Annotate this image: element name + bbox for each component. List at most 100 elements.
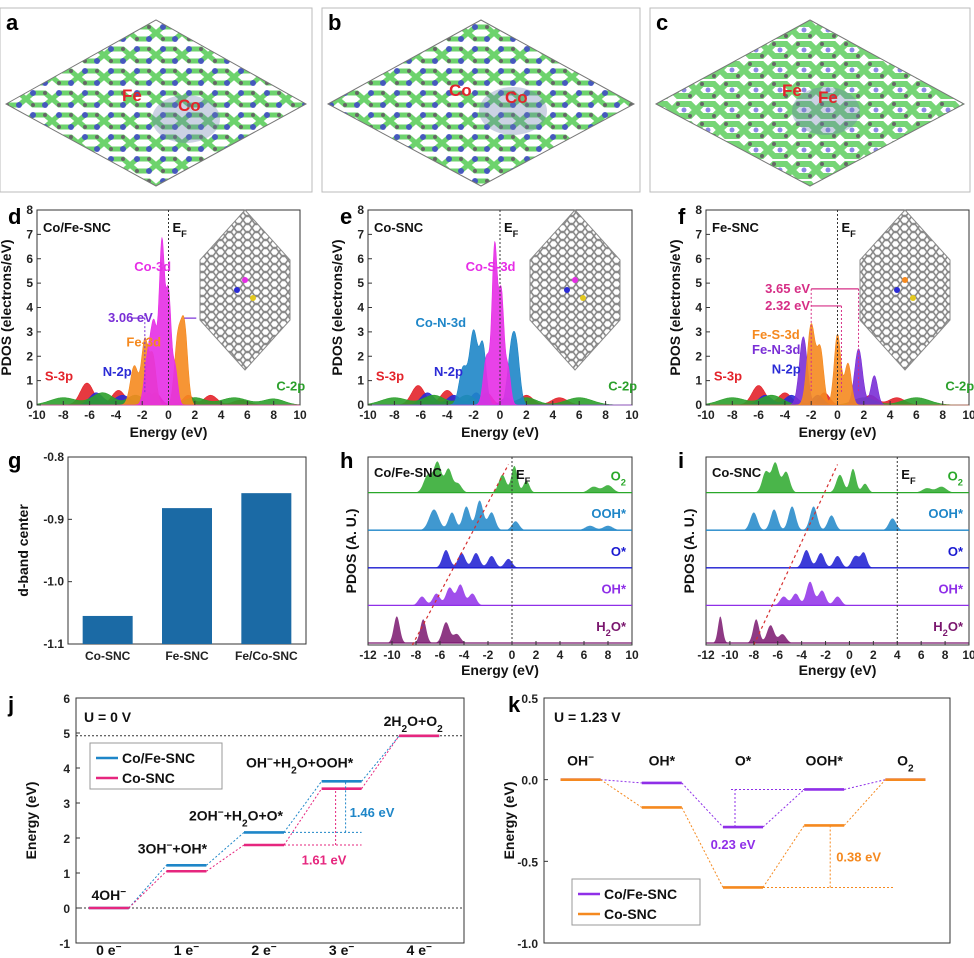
x-tick-label: -8: [727, 408, 738, 422]
x-tick-label: 2: [523, 408, 530, 422]
inset-atom: [250, 295, 256, 301]
y-tick-label: 5: [357, 276, 364, 290]
fermi-label: EF: [516, 467, 531, 486]
panel-label-c: c: [656, 10, 668, 35]
y-tick-label: 1: [357, 374, 364, 388]
x-tick-label: -4: [442, 408, 453, 422]
y-tick-label: -1.1: [43, 637, 64, 651]
x-tick-label: 0: [165, 408, 172, 422]
y-axis-label: Energy (eV): [23, 782, 39, 860]
row-label: OOH*: [591, 506, 627, 521]
y-tick-label: 7: [26, 227, 33, 241]
lattice-sheet: [326, 19, 636, 187]
density-blob: [152, 95, 220, 143]
y-tick-label: 4: [63, 762, 70, 776]
x-tick-label: -6: [772, 648, 783, 662]
panel-label-h: h: [340, 448, 353, 473]
x-tick-label: 6: [913, 408, 920, 422]
atom-label: Fe: [122, 86, 142, 105]
x-tick-label: -8: [748, 648, 759, 662]
x-tick-label: 8: [605, 648, 612, 662]
panel-g: g Co-SNC Fe-SNC Fe/Co-SNC -0.8 -0.9 -1.0 -1.1 d-…: [8, 448, 307, 663]
x-tick-label: -2: [468, 408, 479, 422]
lattice-sheet: [654, 19, 966, 187]
x-tick-label: Fe-SNC: [165, 649, 209, 663]
fermi-label: EF: [842, 220, 857, 239]
x-tick-label: 8: [939, 408, 946, 422]
state-label: 3OH−+OH*: [138, 840, 208, 857]
row-label: O2: [948, 469, 963, 488]
state-label: OH*: [649, 753, 676, 769]
inset-atom: [894, 287, 900, 293]
y-tick-label: 2: [26, 349, 33, 363]
x-tick-label: -4: [111, 408, 122, 422]
atom-label: Co: [178, 96, 201, 115]
gap-annotation: 1.61 eV: [302, 852, 347, 867]
pdos-row-OH*: [706, 581, 969, 606]
row-label: OH*: [601, 581, 627, 596]
atom-label: Co: [505, 88, 528, 107]
x-tick-label: 2: [860, 408, 867, 422]
lattice-sheet: [4, 19, 308, 187]
x-axis-label: Energy (eV): [799, 424, 877, 440]
atom-label: Fe: [782, 81, 802, 100]
y-tick-label: 1: [26, 374, 33, 388]
connector: [600, 779, 643, 808]
state-label: 2H2O+O2: [384, 713, 443, 735]
state-label: 4OH−: [91, 887, 126, 904]
x-tick-label: 10: [293, 408, 307, 422]
x-tick-label: 4: [218, 408, 225, 422]
x-tick-label: 8: [270, 408, 277, 422]
fermi-label: EF: [504, 220, 519, 239]
x-tick-label: 6: [576, 408, 583, 422]
row-label: H2O*: [933, 619, 964, 638]
x-tick-label: 10: [625, 408, 639, 422]
chart-title: Co-SNC: [374, 220, 424, 235]
x-tick-label: -2: [137, 408, 148, 422]
y-tick-label: 8: [26, 203, 33, 217]
x-tick-label: -6: [435, 648, 446, 662]
chart-title: Co/Fe-SNC: [374, 465, 443, 480]
orbital-label: Fe-3d: [126, 335, 161, 350]
x-tick-label: 6: [918, 648, 925, 662]
legend-box: [89, 742, 223, 790]
x-tick-label: -8: [58, 408, 69, 422]
y-tick-label: 6: [357, 252, 364, 266]
x-tick-label: 6: [244, 408, 251, 422]
legend: Co/Fe-SNC Co-SNC: [89, 742, 223, 790]
y-tick-label: 8: [695, 203, 702, 217]
x-tick-label: 1 e−: [174, 942, 199, 958]
legend-label: Co/Fe-SNC: [604, 886, 677, 902]
connector: [283, 788, 323, 846]
bar-Fe-SNC: [162, 508, 212, 644]
row-label: O*: [948, 544, 964, 559]
connector: [206, 832, 245, 866]
row-label: O2: [611, 469, 626, 488]
orbital-label: N-2p: [103, 364, 132, 379]
y-tick-label: 8: [357, 203, 364, 217]
connector: [762, 789, 805, 828]
x-tick-label: -4: [796, 648, 807, 662]
row-label: H2O*: [596, 619, 627, 638]
x-tick-label: -6: [753, 408, 764, 422]
y-tick-label: 5: [26, 276, 33, 290]
x-axis-label: Energy (eV): [799, 662, 877, 678]
panel-f: f EF Fe-SNC -10 -8 -6 -4 -2 0 2 4 6 8 10 0 1 2 3 4 5 6 7 8 Ener…: [667, 203, 974, 440]
y-tick-label: 6: [695, 252, 702, 266]
y-tick-label: 6: [26, 252, 33, 266]
x-tick-label: -8: [389, 408, 400, 422]
y-tick-label: 5: [63, 727, 70, 741]
y-tick-label: 1: [63, 867, 70, 881]
state-label: OH−: [567, 752, 594, 769]
x-tick-label: Fe/Co-SNC: [235, 649, 298, 663]
connector: [361, 735, 400, 789]
orbital-label: S-3p: [376, 369, 404, 384]
orbital-label: Fe-S-3d: [752, 327, 800, 342]
pdos-row-O: [368, 461, 632, 493]
x-axis-label: Energy (eV): [461, 662, 539, 678]
x-tick-label: 4 e−: [407, 942, 432, 958]
x-tick-label: -2: [820, 648, 831, 662]
panel-label-d: d: [8, 204, 21, 229]
y-tick-label: -1: [59, 937, 70, 951]
y-tick-label: -0.8: [43, 450, 64, 464]
